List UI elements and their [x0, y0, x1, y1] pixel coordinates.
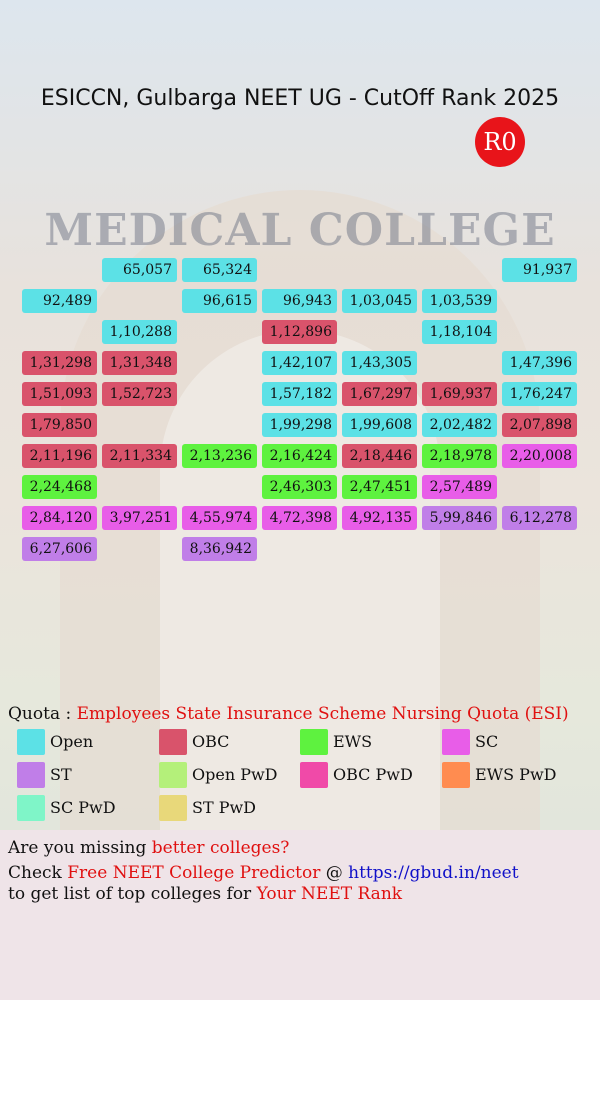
rank-cell: 2,47,451 — [342, 475, 417, 499]
legend-item: ST PwD — [159, 795, 299, 821]
rank-cell: 96,943 — [262, 289, 337, 313]
link[interactable]: https://gbud.in/neet — [348, 863, 519, 883]
highlight[interactable]: Free NEET College Predictor — [67, 863, 321, 883]
quota-name: Employees State Insurance Scheme Nursing… — [76, 704, 569, 724]
legend-swatch — [300, 762, 328, 788]
rank-cell: 1,42,107 — [262, 351, 337, 375]
footer-line: Check Free NEET College Predictor @ http… — [8, 863, 519, 883]
rank-cell: 1,03,045 — [342, 289, 417, 313]
legend-label: Open — [50, 732, 94, 751]
legend-item: EWS PwD — [442, 762, 582, 788]
rank-cell: 2,07,898 — [502, 413, 577, 437]
legend-swatch — [159, 795, 187, 821]
legend-label: Open PwD — [192, 765, 278, 784]
legend-item: Open — [17, 729, 157, 755]
rank-cell: 1,18,104 — [422, 320, 497, 344]
legend-swatch — [17, 729, 45, 755]
rank-cell: 2,46,303 — [262, 475, 337, 499]
highlight: better colleges? — [151, 838, 290, 858]
rank-cell: 2,11,196 — [22, 444, 97, 468]
rank-cell: 1,10,288 — [102, 320, 177, 344]
quota-label: Quota : — [8, 704, 72, 724]
round-badge: R0 — [475, 117, 525, 167]
footer: Are you missing better colleges? Check F… — [0, 830, 600, 1000]
rank-cell: 1,76,247 — [502, 382, 577, 406]
rank-cell: 1,79,850 — [22, 413, 97, 437]
highlight: Your NEET Rank — [256, 884, 403, 904]
rank-cell: 1,99,298 — [262, 413, 337, 437]
rank-cell: 1,99,608 — [342, 413, 417, 437]
rank-cell: 96,615 — [182, 289, 257, 313]
legend-label: SC PwD — [50, 798, 116, 817]
rank-cell: 2,84,120 — [22, 506, 97, 530]
rank-cell: 1,57,182 — [262, 382, 337, 406]
legend-item: OBC PwD — [300, 762, 440, 788]
legend-swatch — [17, 795, 45, 821]
rank-cell: 92,489 — [22, 289, 97, 313]
text: Are you missing — [8, 838, 147, 858]
legend-label: ST — [50, 765, 72, 784]
legend-label: EWS PwD — [475, 765, 557, 784]
rank-cell: 8,36,942 — [182, 537, 257, 561]
rank-cell: 1,67,297 — [342, 382, 417, 406]
legend-label: OBC — [192, 732, 230, 751]
rank-cell: 1,51,093 — [22, 382, 97, 406]
rank-cell: 2,20,008 — [502, 444, 577, 468]
legend-item: EWS — [300, 729, 440, 755]
rank-cell: 4,92,135 — [342, 506, 417, 530]
rank-cell: 3,97,251 — [102, 506, 177, 530]
quota-line: Quota : Employees State Insurance Scheme… — [8, 704, 600, 724]
rank-cell: 2,57,489 — [422, 475, 497, 499]
rank-cell: 6,12,278 — [502, 506, 577, 530]
rank-cell: 1,43,305 — [342, 351, 417, 375]
legend-item: SC PwD — [17, 795, 157, 821]
legend-swatch — [159, 729, 187, 755]
legend-swatch — [159, 762, 187, 788]
rank-cell: 65,057 — [102, 258, 177, 282]
legend-swatch — [300, 729, 328, 755]
rank-cell: 1,52,723 — [102, 382, 177, 406]
rank-cell: 2,16,424 — [262, 444, 337, 468]
rank-cell: 2,18,978 — [422, 444, 497, 468]
legend-swatch — [17, 762, 45, 788]
rank-cell: 2,18,446 — [342, 444, 417, 468]
legend-item: SC — [442, 729, 582, 755]
legend-label: OBC PwD — [333, 765, 413, 784]
rank-cell: 2,13,236 — [182, 444, 257, 468]
legend-label: ST PwD — [192, 798, 257, 817]
rank-cell: 2,02,482 — [422, 413, 497, 437]
text: Check — [8, 863, 62, 883]
rank-cell: 1,69,937 — [422, 382, 497, 406]
legend-item: ST — [17, 762, 157, 788]
rank-cell: 1,31,298 — [22, 351, 97, 375]
text: @ — [325, 863, 343, 883]
text: to get list of top colleges for — [8, 884, 252, 904]
footer-line: Are you missing better colleges? — [8, 838, 289, 858]
title: ESICCN, Gulbarga NEET UG - CutOff Rank 2… — [40, 86, 560, 111]
rank-cell: 2,11,334 — [102, 444, 177, 468]
legend-label: SC — [475, 732, 499, 751]
legend-item: OBC — [159, 729, 299, 755]
legend-swatch — [442, 729, 470, 755]
rank-cell: 1,12,896 — [262, 320, 337, 344]
legend-item: Open PwD — [159, 762, 299, 788]
footer-line: to get list of top colleges for Your NEE… — [8, 884, 402, 904]
rank-cell: 5,99,846 — [422, 506, 497, 530]
rank-cell: 1,03,539 — [422, 289, 497, 313]
rank-cell: 1,31,348 — [102, 351, 177, 375]
rank-cell: 4,72,398 — [262, 506, 337, 530]
background-text: MEDICAL COLLEGE — [44, 205, 556, 256]
rank-cell: 65,324 — [182, 258, 257, 282]
legend-label: EWS — [333, 732, 373, 751]
rank-cell: 1,47,396 — [502, 351, 577, 375]
rank-cell: 6,27,606 — [22, 537, 97, 561]
rank-cell: 2,24,468 — [22, 475, 97, 499]
legend-swatch — [442, 762, 470, 788]
rank-cell: 4,55,974 — [182, 506, 257, 530]
rank-cell: 91,937 — [502, 258, 577, 282]
